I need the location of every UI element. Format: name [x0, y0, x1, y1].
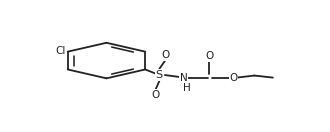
Text: S: S — [156, 70, 163, 80]
Text: O: O — [205, 51, 213, 61]
Text: H: H — [183, 83, 191, 93]
Text: O: O — [162, 50, 170, 60]
Text: N: N — [180, 73, 187, 83]
Text: O: O — [151, 90, 160, 100]
Text: O: O — [229, 73, 238, 83]
Text: Cl: Cl — [55, 46, 66, 56]
